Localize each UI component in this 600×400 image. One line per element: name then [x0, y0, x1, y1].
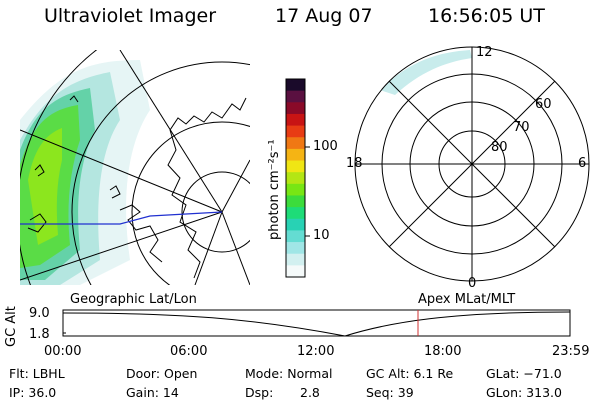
altitude-curve — [62, 311, 571, 337]
polar-lat-80: 80 — [491, 140, 508, 155]
colorbar-band — [286, 230, 305, 243]
colorbar-frame — [285, 78, 306, 278]
info-dsp-label: Dsp: — [245, 385, 274, 400]
timeline-ytick-high: 9.0 — [29, 306, 50, 321]
map-caption: Geographic Lat/Lon — [70, 292, 197, 307]
colorbar-band — [286, 265, 305, 278]
colorbar-band — [286, 218, 305, 232]
polar-label-left: 18 — [346, 156, 363, 171]
timeline-xtick-1: 06:00 — [170, 344, 208, 359]
polar-diagonal-2 — [388, 80, 556, 248]
time: 16:56:05 UT — [428, 5, 545, 27]
colorbar-band — [286, 160, 305, 173]
timeline-ytick-low: 1.8 — [29, 327, 50, 342]
colorbar-band — [286, 253, 305, 266]
polar-label-right: 6 — [578, 156, 587, 171]
info-mode: Mode: Normal — [245, 366, 333, 381]
aurora-emission — [20, 60, 150, 285]
colorbar-band — [286, 90, 305, 103]
timeline-xtick-2: 12:00 — [297, 344, 335, 359]
colorbar-band — [286, 113, 305, 127]
timeline-xtick-4: 23:59 — [552, 344, 590, 359]
colorbar-band — [286, 172, 305, 185]
title: Ultraviolet Imager — [44, 5, 217, 27]
colorbar-band — [286, 137, 305, 150]
timeline-xtick-3: 18:00 — [424, 344, 462, 359]
info-gc-alt: GC Alt: 6.1 Re — [366, 366, 454, 381]
info-glat: GLat: −71.0 — [486, 366, 562, 381]
polar-lat-60: 60 — [535, 97, 552, 112]
info-gain: Gain: 14 — [126, 385, 179, 400]
satellite-track — [20, 211, 223, 225]
polar-emission — [380, 50, 472, 95]
colorbar-tick-label-100: 100 — [313, 139, 338, 154]
map-grid — [20, 50, 250, 285]
timeline-right-caption: Apex MLat/MLT — [418, 292, 516, 307]
polar-label-top: 12 — [476, 45, 493, 60]
timeline-frame — [62, 309, 571, 337]
info-ip: IP: 36.0 — [9, 385, 57, 400]
info-seq: Seq: 39 — [366, 385, 414, 400]
polar-label-bottom: 0 — [468, 276, 477, 291]
coastline — [27, 95, 247, 279]
colorbar-band — [286, 183, 305, 197]
colorbar-band — [286, 102, 305, 115]
info-door: Door: Open — [126, 366, 198, 381]
colorbar-band — [286, 207, 305, 220]
colorbar-band — [286, 148, 305, 162]
colorbar-tick-label-10: 10 — [313, 228, 330, 243]
colorbar-band — [286, 242, 305, 255]
info-glon: GLon: 313.0 — [486, 385, 562, 400]
info-flt: Flt: LBHL — [9, 366, 65, 381]
info-dsp-value: 2.8 — [300, 385, 320, 400]
date: 17 Aug 07 — [275, 5, 373, 27]
colorbar-band — [286, 195, 305, 208]
colorbar-band — [286, 79, 305, 92]
timeline-xtick-0: 00:00 — [44, 344, 82, 359]
polar-lat-70: 70 — [513, 120, 530, 135]
colorbar-band — [286, 125, 305, 138]
